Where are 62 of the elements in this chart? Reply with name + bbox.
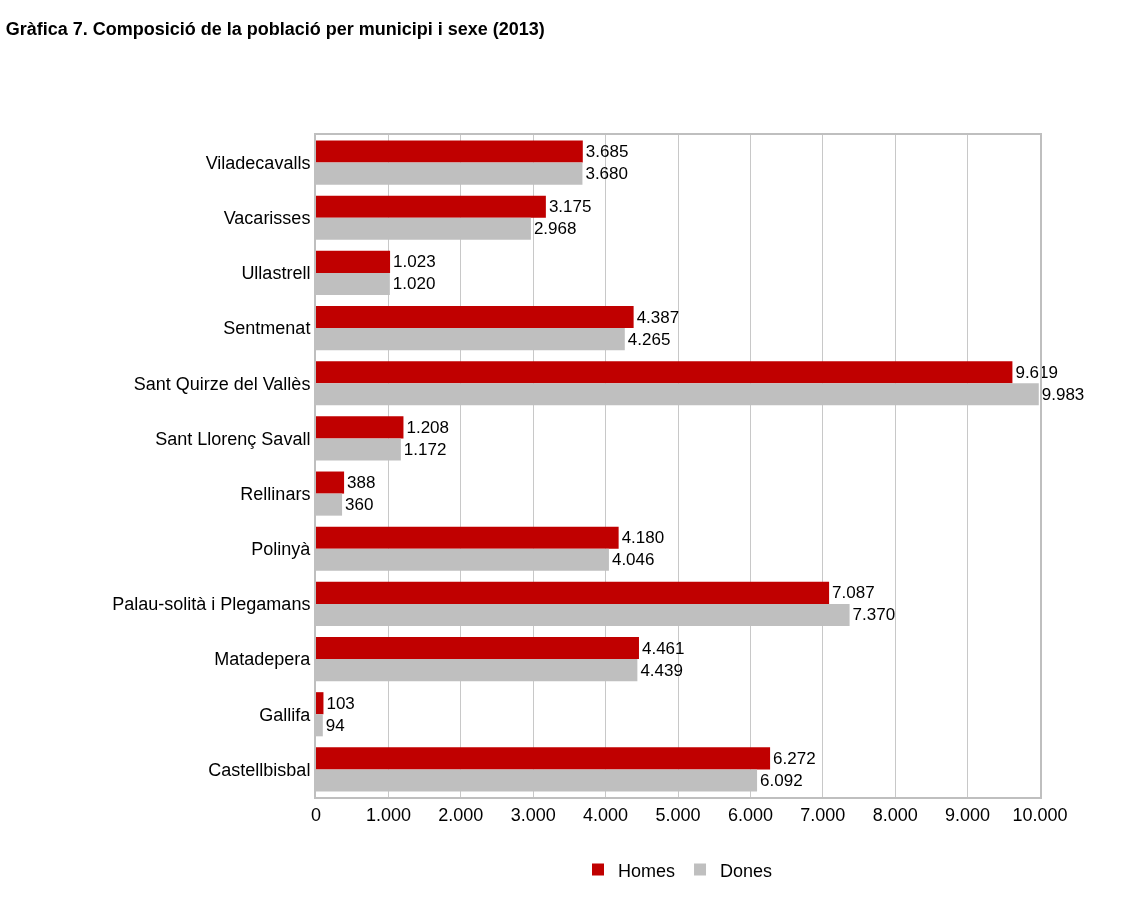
y-tick-label: Sant Quirze del Vallès <box>133 373 311 394</box>
bar <box>316 692 324 715</box>
data-label: 4.046 <box>611 550 655 570</box>
y-tick-label: Vacarisses <box>223 208 311 229</box>
bar <box>316 747 771 770</box>
x-tick-label: 8.000 <box>872 804 918 825</box>
legend-label: Dones <box>720 860 773 881</box>
data-label: 9.619 <box>1015 362 1058 382</box>
chart-title: Gràfica 7. Composició de la població per municipi i sexe (2013) <box>5 19 545 40</box>
y-tick-label: Viladecavalls <box>205 152 311 173</box>
data-label: 94 <box>325 715 345 735</box>
data-label: 1.023 <box>393 252 436 272</box>
legend-label: Homes <box>618 860 676 881</box>
bar <box>316 250 391 273</box>
data-label: 2.968 <box>533 219 577 239</box>
data-label: 1.172 <box>403 439 447 459</box>
data-label: 3.685 <box>585 142 629 162</box>
y-tick-label: Gallifa <box>259 704 312 725</box>
bar <box>316 526 619 549</box>
data-label: 4.439 <box>640 660 683 680</box>
data-label: 6.272 <box>773 748 816 768</box>
x-tick-label: 0 <box>310 804 322 825</box>
y-tick-label: Matadepera <box>214 649 312 670</box>
y-tick-label: Castellbisbal <box>208 759 311 780</box>
data-label: 6.092 <box>760 770 803 790</box>
y-tick-label: Ullastrell <box>241 263 311 284</box>
x-tick-label: 3.000 <box>510 804 556 825</box>
y-tick-label: Rellinars <box>240 483 311 504</box>
bar <box>316 581 830 604</box>
x-tick-label: 4.000 <box>583 804 629 825</box>
data-label: 388 <box>347 473 376 493</box>
data-label: 3.680 <box>585 164 628 184</box>
x-tick-label: 2.000 <box>438 804 484 825</box>
data-label: 360 <box>345 495 374 515</box>
bar <box>316 361 1013 384</box>
data-label: 9.983 <box>1041 384 1085 404</box>
x-tick-label: 5.000 <box>655 804 701 825</box>
data-label: 3.175 <box>548 197 592 217</box>
x-tick-label: 7.000 <box>800 804 846 825</box>
data-label: 1.020 <box>392 274 436 294</box>
y-tick-label: Polinyà <box>251 539 312 560</box>
data-label: 1.208 <box>406 417 450 437</box>
data-label: 4.265 <box>627 329 671 349</box>
data-label: 4.387 <box>636 307 680 327</box>
bar <box>316 416 404 439</box>
x-tick-label: 10.000 <box>1012 804 1068 825</box>
data-label: 4.180 <box>621 528 665 548</box>
data-label: 103 <box>326 693 355 713</box>
y-tick-label: Sant Llorenç Savall <box>155 428 311 449</box>
data-label: 7.087 <box>832 583 875 603</box>
data-label: 4.461 <box>641 638 685 658</box>
bar <box>316 471 345 494</box>
x-tick-label: 1.000 <box>365 804 411 825</box>
x-tick-label: 6.000 <box>727 804 773 825</box>
x-tick-label: 9.000 <box>945 804 991 825</box>
bar <box>316 195 546 218</box>
data-label: 7.370 <box>852 605 896 625</box>
y-tick-label: Palau-solità i Plegamans <box>112 594 311 615</box>
bar <box>316 637 639 660</box>
y-tick-label: Sentmenat <box>223 318 311 339</box>
bar <box>316 306 634 329</box>
bar <box>316 140 583 163</box>
